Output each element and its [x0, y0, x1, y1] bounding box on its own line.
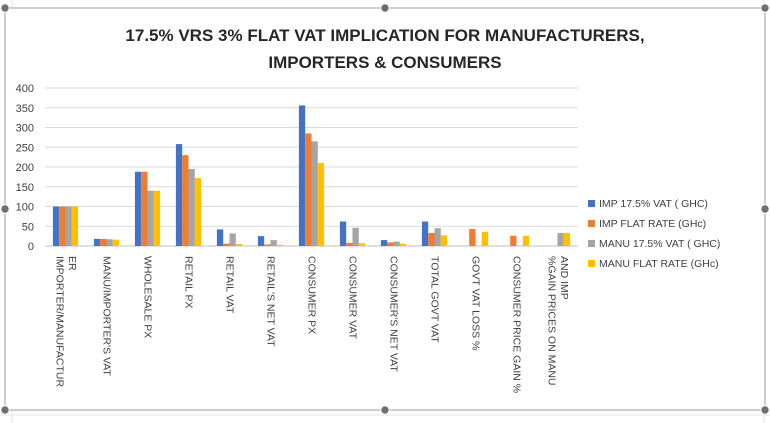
bar: [194, 178, 202, 246]
x-tick-label: TOTAL GOVT VAT: [429, 256, 441, 343]
y-axis: 0 50 100 150 200 250 300 350 400: [16, 83, 34, 253]
bar: [339, 221, 347, 246]
bar: [141, 171, 148, 246]
x-tick-label: RETAIL VAT: [224, 256, 236, 314]
resize-handle[interactable]: [760, 204, 770, 214]
bar: [134, 171, 142, 246]
bar: [223, 243, 230, 246]
legend: IMP 17.5% VAT ( GHC) IMP FLAT RATE (GHc) M…: [588, 198, 720, 270]
x-tick-label: CONSUMER VAT: [347, 256, 359, 340]
resize-handle[interactable]: [760, 3, 770, 13]
bar: [235, 244, 243, 246]
legend-swatch: [588, 240, 595, 247]
resize-handle[interactable]: [0, 405, 10, 415]
bar: [399, 243, 407, 246]
chart-title: 17.5% VRS 3% FLAT VAT IMPLICATION FOR MA…: [125, 26, 644, 72]
resize-handle[interactable]: [380, 3, 390, 13]
x-tick-label: %GAIN PRICES ON MANU: [545, 256, 557, 386]
bar: [393, 241, 400, 246]
bar: [188, 168, 195, 246]
bar: [153, 190, 161, 246]
bar: [52, 206, 60, 246]
bar: [59, 206, 66, 246]
bar: [229, 233, 236, 246]
bar: [65, 206, 72, 246]
bar: [216, 229, 224, 246]
legend-label: MANU FLAT RATE (GHc): [599, 258, 719, 270]
bar: [106, 239, 113, 246]
x-tick-label: MANU/IMPORTER'S VAT: [101, 256, 113, 376]
bar: [147, 190, 154, 246]
bar: [305, 133, 312, 246]
bar: [358, 243, 366, 246]
x-tick-label: WHOLESALE PX: [142, 256, 154, 338]
x-tick-label: CONSUMER PRICE GAIN %: [511, 256, 523, 393]
bar: [276, 244, 284, 246]
bar: [557, 232, 564, 246]
resize-handle[interactable]: [0, 204, 10, 214]
bar: [93, 238, 101, 246]
bar: [440, 235, 448, 246]
y-tick-label: 300: [16, 123, 34, 135]
bar: [428, 232, 435, 246]
bar: [510, 235, 517, 246]
bar: [469, 229, 476, 246]
bar: [387, 242, 394, 246]
y-tick-label: 400: [16, 83, 34, 95]
bar: [563, 232, 571, 246]
bar: [112, 239, 120, 246]
bar: [317, 163, 325, 246]
bar: [100, 238, 107, 246]
bar: [522, 235, 530, 246]
x-tick-label: AND IMP: [558, 256, 570, 300]
x-tick-label: CONSUMER PX: [306, 256, 318, 334]
legend-label: IMP FLAT RATE (GHc): [599, 218, 706, 230]
bar: [264, 244, 271, 246]
legend-label: IMP 17.5% VAT ( GHC): [599, 198, 708, 210]
resize-handle[interactable]: [380, 405, 390, 415]
x-tick-label: ER: [66, 256, 78, 271]
y-tick-label: 100: [16, 202, 34, 214]
resize-handle[interactable]: [760, 405, 770, 415]
chart-title-line: IMPORTERS & CONSUMERS: [268, 53, 501, 72]
x-axis: IMPORTER/MANUFACTUR ER MANU/IMPORTER'S VAT…: [53, 256, 570, 393]
selection-handles[interactable]: [0, 3, 770, 415]
bar: [71, 206, 79, 246]
bar: [434, 228, 441, 246]
y-tick-label: 0: [28, 241, 34, 253]
x-tick-label: GOVT VAT LOSS %: [470, 256, 482, 350]
x-tick-label: CONSUMER'S NET VAT: [388, 256, 400, 372]
chart-area: [4, 7, 766, 411]
legend-label: MANU 17.5% VAT ( GHC): [599, 238, 720, 250]
bars: [52, 105, 571, 246]
legend-swatch: [588, 260, 595, 267]
bar: [481, 231, 489, 246]
bar: [298, 105, 306, 246]
y-tick-label: 250: [16, 142, 34, 154]
y-tick-label: 150: [16, 182, 34, 194]
legend-swatch: [588, 220, 595, 227]
bar: [380, 240, 388, 246]
y-tick-label: 350: [16, 103, 34, 115]
chart-title-line: 17.5% VRS 3% FLAT VAT IMPLICATION FOR MA…: [125, 26, 644, 45]
bar: [352, 227, 359, 246]
x-tick-label: RETAIL PX: [183, 256, 195, 309]
bar: [182, 155, 189, 246]
x-tick-label: IMPORTER/MANUFACTUR: [53, 256, 65, 387]
resize-handle[interactable]: [0, 3, 10, 13]
bar: [421, 221, 429, 246]
bar: [270, 240, 277, 246]
bar: [257, 236, 265, 246]
y-tick-label: 50: [22, 221, 34, 233]
y-tick-label: 200: [16, 162, 34, 174]
legend-swatch: [588, 200, 595, 207]
bar: [175, 144, 183, 246]
bar: [311, 141, 318, 246]
x-tick-label: RETAIL'S NET VAT: [265, 256, 277, 347]
bar: [346, 242, 353, 246]
